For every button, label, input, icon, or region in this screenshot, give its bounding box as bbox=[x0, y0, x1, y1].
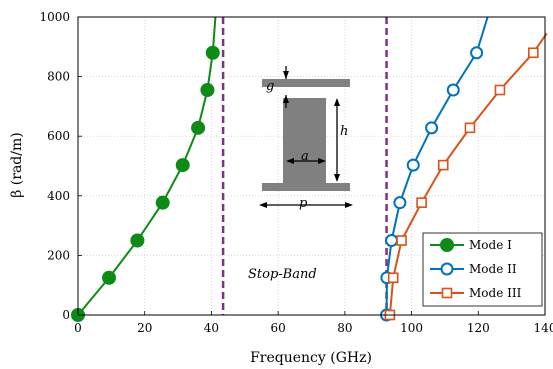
x-tick-label: 60 bbox=[271, 321, 286, 335]
data-point bbox=[406, 158, 420, 172]
data-point bbox=[470, 46, 484, 60]
data-point bbox=[200, 83, 215, 98]
legend-label: Mode II bbox=[469, 262, 517, 276]
x-tick-label: 80 bbox=[337, 321, 352, 335]
label-g: g bbox=[266, 79, 274, 94]
x-tick-label: 20 bbox=[137, 321, 152, 335]
data-point bbox=[440, 238, 454, 252]
legend-label: Mode III bbox=[469, 286, 522, 300]
legend: Mode I Mode II Mode III bbox=[422, 232, 543, 307]
stop-band-boundaries bbox=[221, 17, 388, 315]
data-point bbox=[494, 84, 506, 96]
bottom-plate bbox=[262, 183, 350, 191]
vertical-stub bbox=[283, 98, 326, 183]
x-tick-label: 0 bbox=[74, 321, 82, 335]
data-point bbox=[528, 47, 539, 59]
axes-frame bbox=[77, 16, 546, 316]
legend-label: Mode I bbox=[469, 238, 512, 252]
data-point bbox=[396, 235, 407, 246]
data-point bbox=[387, 272, 399, 284]
label-h: h bbox=[340, 124, 348, 139]
data-point bbox=[155, 195, 170, 210]
y-tick-label: 1000 bbox=[39, 10, 70, 24]
series-mode-i bbox=[71, 16, 220, 322]
unit-cell-diagram: g h a p bbox=[259, 66, 353, 211]
label-a: a bbox=[301, 149, 309, 164]
data-point bbox=[440, 262, 454, 276]
data-point bbox=[464, 122, 476, 134]
label-p: p bbox=[299, 196, 308, 211]
data-point bbox=[175, 158, 190, 173]
series-line bbox=[77, 16, 217, 316]
series-group bbox=[71, 16, 548, 322]
arrow-heads bbox=[259, 71, 353, 208]
data-point bbox=[130, 233, 145, 248]
y-tick-label: 0 bbox=[62, 308, 70, 322]
data-point bbox=[385, 234, 399, 247]
y-tick-label: 200 bbox=[47, 248, 70, 262]
x-axis-label: Frequency (GHz) bbox=[250, 350, 372, 366]
plot-frame bbox=[77, 16, 546, 316]
y-tick-label: 400 bbox=[47, 189, 70, 203]
x-tick-label: 140 bbox=[534, 321, 553, 335]
data-point bbox=[416, 197, 427, 208]
x-tick-label: 100 bbox=[400, 321, 423, 335]
top-plate bbox=[262, 79, 350, 87]
x-tick-label: 120 bbox=[467, 321, 490, 335]
data-point bbox=[102, 270, 117, 285]
y-tick-label: 800 bbox=[47, 70, 70, 84]
data-point bbox=[191, 120, 206, 135]
data-point bbox=[425, 121, 439, 135]
y-axis-label: β (rad/m) bbox=[9, 132, 25, 197]
data-point bbox=[205, 45, 220, 60]
data-point bbox=[437, 159, 449, 171]
data-point bbox=[441, 287, 453, 299]
tick-labels: 0 20 40 60 80 100 120 140 0 200 400 600 800 1000 bbox=[39, 10, 553, 335]
x-tick-label: 40 bbox=[204, 321, 219, 335]
y-tick-label: 600 bbox=[47, 129, 70, 143]
data-point bbox=[393, 196, 407, 210]
data-point bbox=[446, 83, 460, 97]
stop-band-annotation: Stop-Band bbox=[248, 267, 317, 282]
